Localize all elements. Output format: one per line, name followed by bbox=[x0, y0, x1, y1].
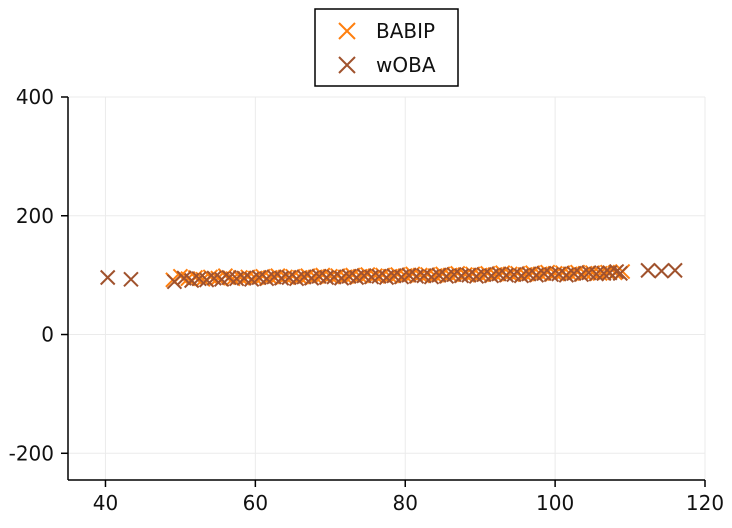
grid-lines bbox=[68, 96, 706, 480]
data-point bbox=[612, 265, 629, 282]
legend: BABIP wOBA bbox=[314, 8, 459, 87]
data-point bbox=[596, 265, 612, 282]
data-point bbox=[123, 271, 139, 288]
x-tick-label: 80 bbox=[393, 491, 418, 515]
legend-box bbox=[314, 8, 459, 87]
data-point bbox=[166, 273, 183, 290]
x-tick-label: 120 bbox=[686, 491, 724, 515]
data-point bbox=[667, 262, 683, 279]
y-tick-label: -200 bbox=[9, 441, 54, 465]
x-tick-label: 60 bbox=[243, 491, 268, 515]
legend-marker bbox=[338, 22, 356, 40]
legend-marker bbox=[338, 56, 356, 74]
x-tick-label: 40 bbox=[93, 491, 118, 515]
x-tick-label: 100 bbox=[536, 491, 574, 515]
y-tick-label: 200 bbox=[16, 204, 54, 228]
data-point bbox=[608, 263, 625, 280]
y-tick-label: 400 bbox=[16, 85, 54, 109]
legend-label: wOBA bbox=[376, 53, 436, 77]
legend-label: BABIP bbox=[376, 19, 435, 43]
y-tick-label: 0 bbox=[41, 323, 54, 347]
data-point bbox=[653, 263, 670, 279]
series-woba bbox=[100, 262, 683, 290]
data-point bbox=[100, 269, 116, 286]
data-point bbox=[640, 262, 656, 279]
